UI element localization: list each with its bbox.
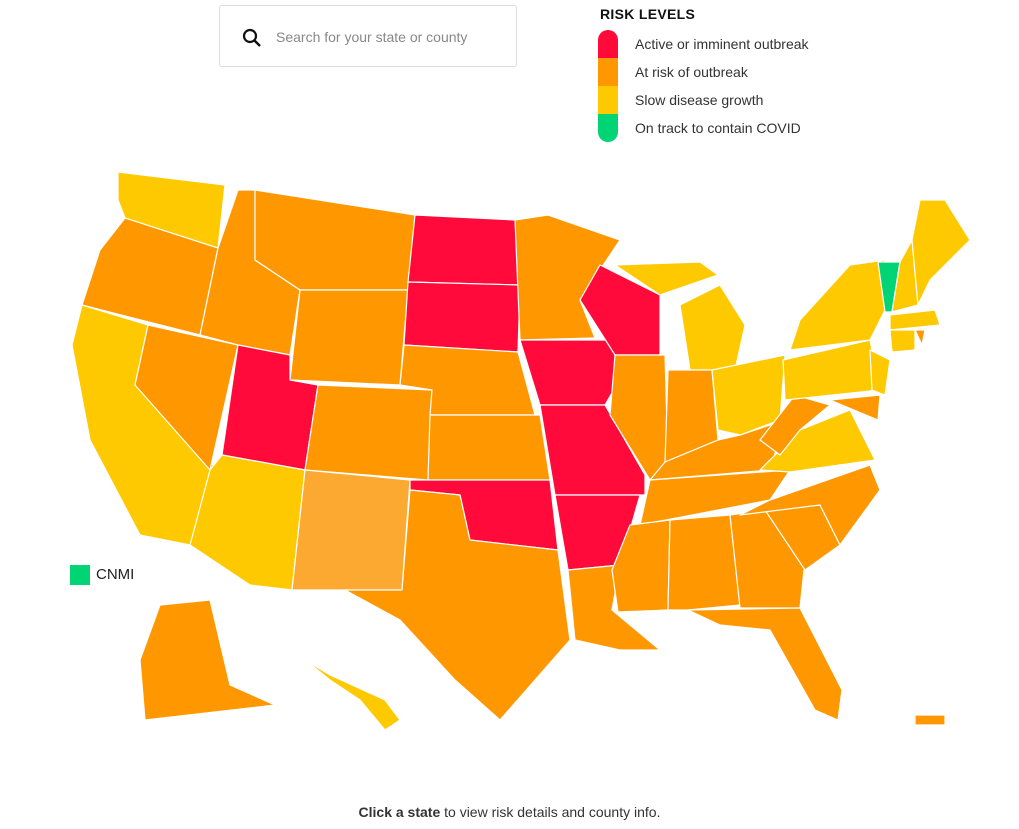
legend-swatch-fill (598, 114, 618, 128)
state[interactable] (679, 284, 746, 371)
state[interactable] (829, 394, 881, 421)
state[interactable] (889, 329, 916, 353)
legend: RISK LEVELS Active or imminent outbreak A… (598, 6, 809, 142)
state[interactable] (344, 489, 571, 721)
legend-item: At risk of outbreak (635, 64, 748, 80)
legend-swatch (598, 86, 618, 114)
state[interactable] (914, 329, 926, 346)
state[interactable] (914, 714, 946, 726)
legend-swatch (598, 58, 618, 86)
cnmi-swatch[interactable] (70, 565, 90, 585)
footer-emphasis: Click a state (358, 804, 441, 820)
search-icon (242, 28, 261, 47)
state[interactable] (889, 309, 941, 331)
state[interactable] (539, 404, 646, 496)
state[interactable] (81, 217, 219, 336)
state[interactable] (739, 464, 881, 546)
state[interactable] (304, 659, 401, 731)
state[interactable] (403, 281, 521, 353)
state[interactable] (291, 469, 411, 591)
state[interactable] (139, 599, 276, 721)
state[interactable] (759, 394, 831, 456)
state[interactable] (711, 354, 786, 436)
legend-title: RISK LEVELS (600, 6, 696, 22)
search-box[interactable]: Search for your state or county (219, 5, 517, 67)
state[interactable] (911, 199, 971, 306)
state[interactable] (519, 339, 626, 406)
state[interactable] (427, 414, 551, 481)
state[interactable] (289, 289, 409, 386)
footer: Click a state to view risk details and c… (0, 804, 1019, 820)
state[interactable] (254, 189, 416, 291)
state[interactable] (579, 264, 661, 356)
legend-item: Active or imminent outbreak (635, 36, 809, 52)
state[interactable] (614, 261, 719, 296)
legend-item: Slow disease growth (635, 92, 764, 108)
state[interactable] (407, 214, 521, 286)
state[interactable] (667, 514, 741, 611)
cnmi-label[interactable]: CNMI (96, 566, 135, 583)
state[interactable] (304, 384, 433, 481)
search-placeholder: Search for your state or county (276, 29, 468, 45)
legend-pill (598, 30, 618, 142)
state[interactable] (611, 519, 671, 613)
state[interactable] (869, 349, 891, 396)
state[interactable] (687, 607, 843, 721)
legend-swatch-fill (598, 44, 618, 58)
footer-text: to view risk details and county info. (444, 804, 661, 820)
legend-item: On track to contain COVID (635, 120, 801, 136)
state[interactable] (789, 259, 891, 351)
